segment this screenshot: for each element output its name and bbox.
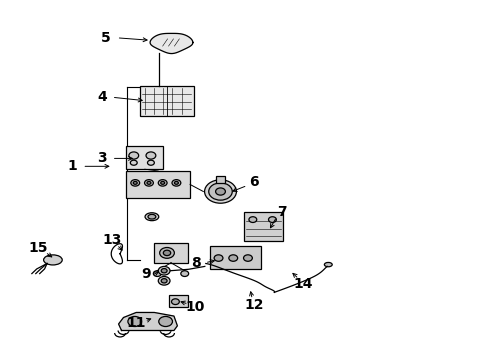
Text: 13: 13	[102, 234, 122, 247]
Ellipse shape	[145, 180, 153, 186]
Bar	[216, 176, 225, 183]
Bar	[126, 146, 163, 169]
Polygon shape	[119, 312, 177, 330]
Text: 7: 7	[277, 206, 287, 219]
Text: 6: 6	[249, 175, 259, 189]
Ellipse shape	[269, 217, 276, 222]
Ellipse shape	[146, 152, 156, 159]
Text: 8: 8	[191, 256, 201, 270]
Ellipse shape	[244, 255, 252, 261]
Ellipse shape	[153, 271, 161, 276]
Bar	[210, 246, 261, 269]
Text: 3: 3	[97, 152, 107, 165]
Text: 15: 15	[28, 241, 48, 255]
Text: 14: 14	[293, 277, 313, 291]
Text: 5: 5	[100, 31, 110, 45]
Ellipse shape	[205, 180, 237, 203]
Bar	[126, 171, 190, 198]
Text: 11: 11	[126, 316, 146, 330]
Text: 1: 1	[68, 159, 77, 173]
Polygon shape	[150, 33, 193, 54]
Ellipse shape	[131, 180, 140, 186]
Ellipse shape	[181, 271, 189, 276]
Text: 9: 9	[141, 267, 151, 280]
Ellipse shape	[249, 217, 257, 222]
Ellipse shape	[128, 316, 142, 327]
Ellipse shape	[214, 255, 223, 261]
Ellipse shape	[44, 255, 62, 265]
Ellipse shape	[159, 316, 172, 327]
Ellipse shape	[130, 160, 137, 165]
Ellipse shape	[147, 181, 151, 184]
Bar	[244, 212, 283, 241]
Bar	[169, 295, 188, 307]
Ellipse shape	[174, 181, 178, 184]
Ellipse shape	[145, 213, 159, 221]
Ellipse shape	[161, 269, 167, 273]
Ellipse shape	[158, 180, 167, 186]
Bar	[140, 86, 194, 116]
Ellipse shape	[209, 183, 232, 200]
Bar	[154, 243, 188, 263]
Ellipse shape	[172, 180, 181, 186]
Ellipse shape	[229, 255, 238, 261]
Ellipse shape	[147, 160, 154, 165]
Ellipse shape	[216, 188, 225, 195]
Ellipse shape	[172, 299, 179, 305]
Ellipse shape	[158, 266, 170, 275]
Ellipse shape	[148, 214, 156, 219]
Text: 10: 10	[185, 300, 205, 314]
Ellipse shape	[161, 279, 167, 283]
Ellipse shape	[158, 276, 170, 285]
Text: 4: 4	[97, 90, 107, 104]
Ellipse shape	[133, 181, 137, 184]
Ellipse shape	[129, 152, 139, 159]
Ellipse shape	[161, 181, 165, 184]
Ellipse shape	[160, 248, 174, 258]
Ellipse shape	[324, 262, 332, 267]
Text: 12: 12	[244, 298, 264, 312]
Ellipse shape	[163, 250, 171, 256]
